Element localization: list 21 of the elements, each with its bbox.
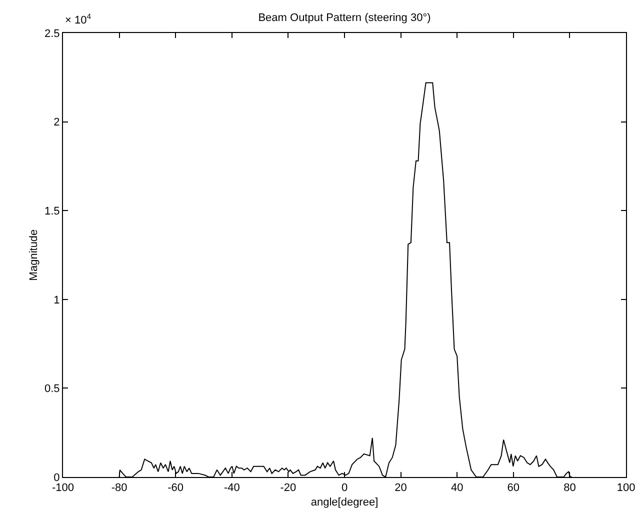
x-tick-label: 0 bbox=[341, 482, 348, 494]
x-tick-label: 40 bbox=[450, 482, 464, 494]
x-tick-label: 100 bbox=[616, 482, 636, 494]
y-tick-label: 0.5 bbox=[44, 383, 60, 396]
x-tick-label: 60 bbox=[507, 482, 520, 494]
x-axis-title: angle[degree] bbox=[310, 496, 378, 508]
x-tick-label: -20 bbox=[280, 482, 296, 494]
x-tick-label: -100 bbox=[52, 482, 74, 494]
x-tick-label: -80 bbox=[111, 482, 128, 494]
x-tick-label: -60 bbox=[168, 482, 184, 494]
y-tick-label: 1 bbox=[54, 294, 60, 306]
x-tick-label: -40 bbox=[224, 482, 240, 494]
y-tick-label: 1.5 bbox=[44, 205, 60, 218]
x-tick-label: 20 bbox=[394, 482, 407, 494]
y-tick-label: 2.5 bbox=[44, 28, 60, 40]
y-axis-title: Magnitude bbox=[28, 229, 40, 281]
y-tick-label: 0 bbox=[54, 472, 60, 484]
y-tick-label: 2 bbox=[54, 116, 60, 129]
text: × 10$^{4}$ bbox=[65, 12, 92, 27]
x-tick-label: 80 bbox=[564, 482, 576, 494]
chart-title: Beam Output Pattern (steering 30°) bbox=[258, 12, 431, 24]
